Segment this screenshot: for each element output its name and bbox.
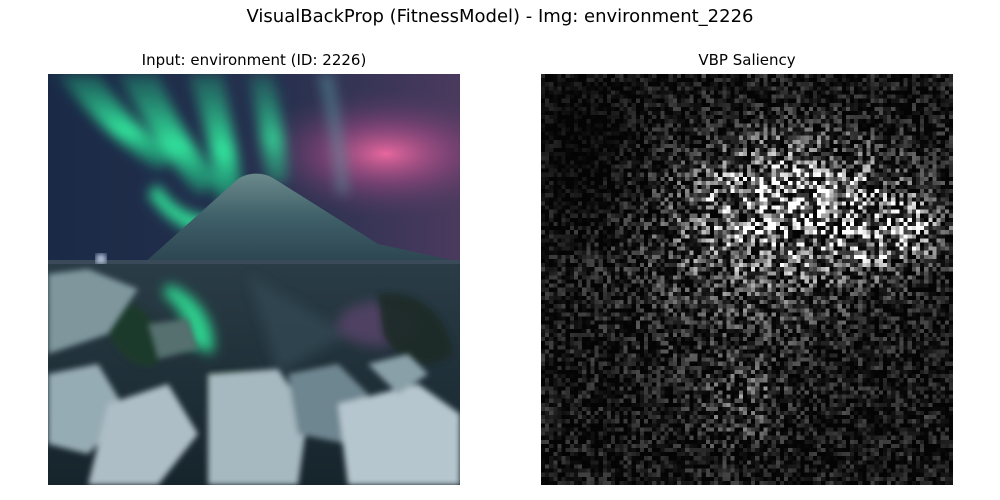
input-panel-title: Input: environment (ID: 2226)	[141, 51, 367, 69]
saliency-map	[541, 74, 953, 485]
saliency-panel-title: VBP Saliency	[698, 51, 796, 69]
figure-title: VisualBackProp (FitnessModel) - Img: env…	[246, 6, 754, 27]
input-image	[48, 74, 460, 485]
saliency-heatmap-canvas	[541, 74, 953, 485]
aurora-landscape-image	[48, 74, 460, 485]
